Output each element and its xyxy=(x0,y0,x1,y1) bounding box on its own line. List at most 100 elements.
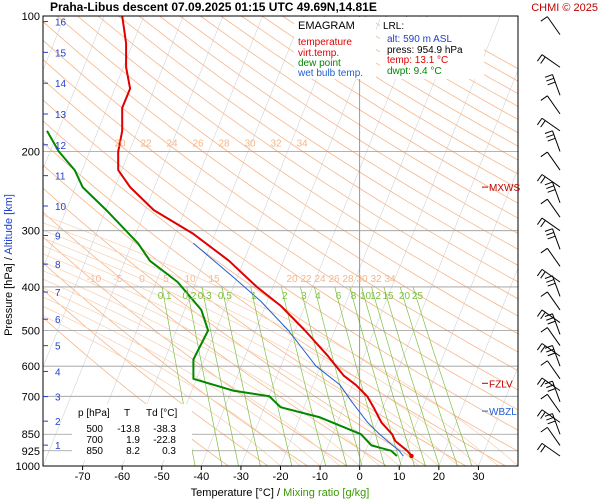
altitude-tick-label: 8 xyxy=(55,260,61,271)
table-cell: -22.8 xyxy=(153,435,176,446)
temperature-axis: -70 -60 -50 -40 -30 -20 -10 0 10 20 30 xyxy=(75,466,485,483)
isotherm-line xyxy=(240,16,422,466)
altitude-tick-label: 6 xyxy=(55,315,61,326)
lrl-pressure: press: 954.9 hPa xyxy=(387,45,463,56)
wind-barb-flag xyxy=(540,291,548,297)
pressure-axis: 100 200 300 400 500 600 700 850 925 1000 xyxy=(16,11,40,473)
temperature-tick-label: -40 xyxy=(193,471,209,483)
wind-barb-flag xyxy=(544,181,553,186)
series-line-temperature xyxy=(117,16,413,457)
wind-barb-flag xyxy=(544,130,553,134)
wind-barb-staff xyxy=(541,54,561,68)
pressure-tick-label: 925 xyxy=(22,446,40,458)
level-markers: MXWS FZLV WBZL xyxy=(482,183,520,418)
altitude-tick-label: 13 xyxy=(55,110,67,121)
lrl-info: LRL: alt: 590 m ASL press: 954.9 hPa tem… xyxy=(380,17,484,79)
wind-barb-flag xyxy=(540,345,546,353)
wind-barb-flag xyxy=(540,311,546,320)
wind-barb-flag xyxy=(544,313,553,317)
moist-adiabat-label: 0 xyxy=(139,274,145,285)
mixing-ratio-label: 12 xyxy=(370,291,382,302)
altitude-tick-label: 3 xyxy=(55,393,61,404)
y-axis-label-altitude: Altitude [km] xyxy=(3,194,15,255)
wind-barb-staff xyxy=(541,174,561,188)
wind-barb-flag xyxy=(540,151,548,158)
wind-barb-flag xyxy=(540,327,548,333)
wind-barb-flag xyxy=(544,345,553,349)
wind-barb-flag xyxy=(546,77,555,82)
wind-barb-flag xyxy=(547,235,556,240)
temperature-tick-label: -20 xyxy=(273,471,289,483)
wind-barb-staff xyxy=(541,309,561,323)
fzlv-label: FZLV xyxy=(489,379,513,390)
isotherm-line xyxy=(280,16,461,466)
wind-barb-flag xyxy=(547,388,556,392)
wind-barb-flag xyxy=(544,228,553,232)
dry-adiabat-label: 32 xyxy=(270,139,282,150)
pressure-tick-label: 700 xyxy=(22,391,40,403)
temperature-tick-label: -50 xyxy=(154,471,170,483)
wind-barb-staff xyxy=(552,181,561,203)
wind-barb-staff xyxy=(546,327,561,346)
wind-barb-flag xyxy=(547,420,556,425)
wind-barb-flag xyxy=(546,134,555,138)
table-cell: -38.3 xyxy=(153,424,176,435)
isotherm-line xyxy=(43,16,184,368)
wind-barb-staff xyxy=(546,95,561,115)
altitude-tick-label: 12 xyxy=(55,141,67,152)
wind-barb-flag xyxy=(547,81,556,86)
wind-barb-flag xyxy=(546,231,555,236)
dry-adiabat-line xyxy=(43,236,348,466)
mixing-ratio-label: 25 xyxy=(412,291,424,302)
wind-barb-flag xyxy=(544,74,553,78)
wind-barb-staff xyxy=(541,377,561,392)
dry-adiabat-label: 26 xyxy=(328,274,340,285)
dry-adiabat-label: 30 xyxy=(356,274,368,285)
emagram-background-lines xyxy=(43,16,518,466)
wind-barb-staff xyxy=(552,345,561,367)
x-axis-label-separator: / xyxy=(274,487,283,499)
wind-barb-flag xyxy=(536,117,543,126)
dry-adiabat-label: 32 xyxy=(370,274,382,285)
wind-barb-flag xyxy=(536,443,543,451)
wind-barb-flag xyxy=(547,352,556,357)
chart-title: Praha-Libus descent 07.09.2025 01:15 UTC… xyxy=(50,0,377,14)
wind-barb-flag xyxy=(540,445,546,453)
temperature-tick-label: 0 xyxy=(357,471,363,483)
dry-adiabat-line xyxy=(43,79,518,411)
dry-adiabat-line xyxy=(43,21,518,353)
mixing-ratio-label: 1 xyxy=(251,291,257,302)
wind-barb-flag xyxy=(540,247,548,254)
wind-barb-flag xyxy=(536,54,543,62)
table-header-td: Td [°C] xyxy=(146,408,177,419)
wind-barb-staff xyxy=(546,360,561,380)
altitude-tick-label: 5 xyxy=(55,342,61,353)
legend-item-dew-point: dew point xyxy=(298,58,341,69)
lrl-heading: LRL: xyxy=(383,21,404,32)
wind-barb-flag xyxy=(536,343,543,351)
wind-barb-flag xyxy=(547,320,556,325)
table-row: 700 1.9 -22.8 xyxy=(86,435,176,446)
temperature-tick-label: -30 xyxy=(233,471,249,483)
isotherm-line xyxy=(82,16,263,466)
mixing-ratio-label: 3 xyxy=(301,291,307,302)
summary-table: p [hPa] T Td [°C] 500 -13.8 -38.3 700 1.… xyxy=(72,404,192,460)
dry-adiabat-line xyxy=(179,16,518,235)
wind-barbs xyxy=(536,16,561,457)
legend-item-temperature: temperature xyxy=(298,37,352,48)
pressure-tick-label: 600 xyxy=(22,361,40,373)
mixing-ratio-label: 20 xyxy=(399,291,411,302)
wind-barb-flag xyxy=(546,416,555,421)
wind-barb-flag xyxy=(540,95,548,101)
table-row: 850 8.2 0.3 xyxy=(86,446,176,457)
series-line-dew-point xyxy=(46,130,398,457)
moist-adiabat-labels: -10 -5 0 5 10 15 xyxy=(87,274,220,285)
dry-adiabat-line xyxy=(364,16,518,107)
dry-adiabat-line xyxy=(220,16,518,204)
legend-heading: EMAGRAM xyxy=(298,20,355,32)
wind-barb-flag xyxy=(546,348,555,353)
moist-adiabat-label: -10 xyxy=(87,274,102,285)
moist-adiabat-line xyxy=(43,245,440,466)
altitude-tick-label: 2 xyxy=(55,417,61,428)
